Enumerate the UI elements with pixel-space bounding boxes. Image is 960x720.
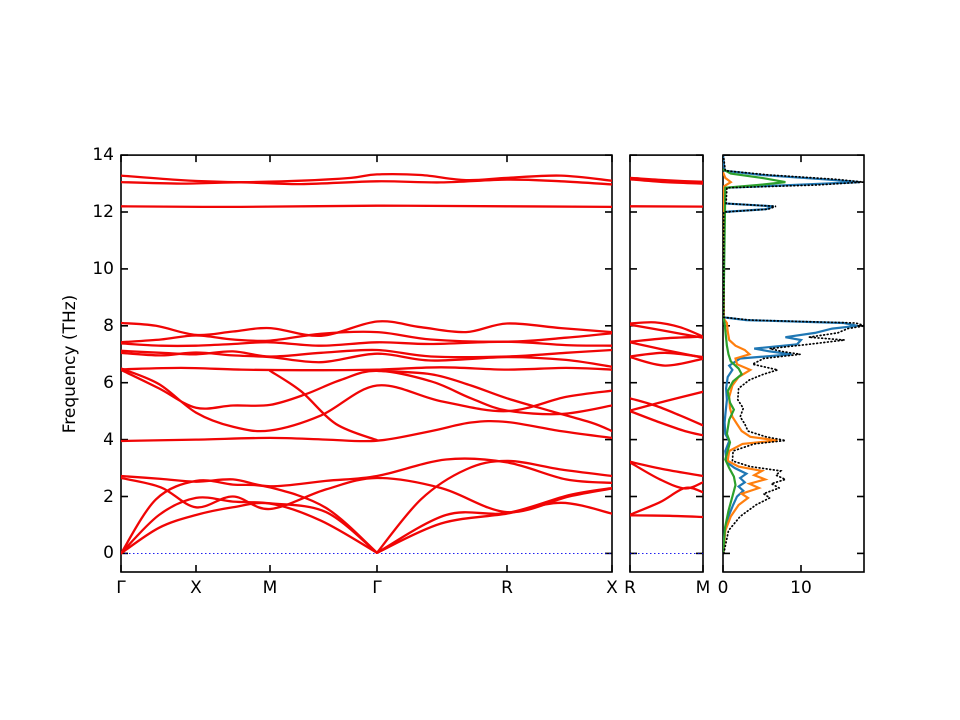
x-tick-label-x-1: X <box>190 578 202 598</box>
phonon-band <box>375 369 612 433</box>
phonon-band <box>630 390 703 412</box>
phonon-band <box>630 355 703 367</box>
phonon-band <box>121 204 612 209</box>
phonon-band <box>630 460 703 478</box>
phonon-band <box>121 479 379 555</box>
phonon-band <box>630 514 703 519</box>
y-tick-label-14: 14 <box>92 145 114 166</box>
phonon-band <box>375 486 612 554</box>
y-tick-label-8: 8 <box>103 315 114 336</box>
x-tick-label-gamma-2: Γ <box>372 578 382 598</box>
phonon-band <box>121 340 612 348</box>
x-tick-label-m-2: M <box>695 578 711 598</box>
phonon-band <box>121 348 612 359</box>
phonon-band <box>121 457 612 488</box>
phonon-band <box>121 419 612 443</box>
x-tick-label-dos-10: 10 <box>790 578 812 598</box>
phonon-band <box>630 461 703 490</box>
x-tick-label-r-2: R <box>624 578 636 598</box>
partial-dos-blue <box>723 155 860 554</box>
phonon-band <box>121 476 612 514</box>
partial-dos-orange <box>723 171 778 554</box>
y-tick-label-6: 6 <box>103 372 114 393</box>
x-tick-label-dos-0: 0 <box>717 578 729 598</box>
phonon-band <box>121 496 379 555</box>
phonon-bands-band-structure-main <box>121 173 612 555</box>
phonon-band <box>268 369 379 442</box>
phonon-band <box>121 320 612 337</box>
phonon-band <box>630 351 703 359</box>
phonon-band <box>630 335 703 343</box>
phonon-band <box>121 351 612 368</box>
phonon-band <box>121 366 612 372</box>
phonon-band <box>121 501 379 555</box>
phonon-band <box>121 330 612 344</box>
phonon-band <box>121 178 612 186</box>
total-dos-dotted <box>723 155 864 555</box>
phonon-band <box>630 409 703 437</box>
phonon-band <box>375 459 612 554</box>
y-tick-label-10: 10 <box>92 258 114 279</box>
phonon-band <box>121 367 612 433</box>
phonon-band <box>630 486 703 516</box>
y-tick-label-0: 0 <box>103 543 114 564</box>
phonon-band <box>630 397 703 427</box>
partial-dos-green <box>723 168 786 554</box>
dos-curves <box>723 155 864 555</box>
phonon-band <box>630 178 703 185</box>
x-tick-label-gamma-1: Γ <box>116 578 126 598</box>
panel-frame-2 <box>722 154 865 573</box>
y-tick-label-4: 4 <box>103 429 114 450</box>
phonon-band <box>630 176 703 183</box>
phonon-bands-band-structure-rm <box>630 176 703 519</box>
phonon-band <box>630 321 703 338</box>
y-tick-label-12: 12 <box>92 202 114 222</box>
x-tick-label-x-2: X <box>606 578 618 598</box>
panel-frame-0 <box>120 154 613 573</box>
x-tick-label-r-1: R <box>501 578 513 598</box>
y-tick-label-2: 2 <box>103 486 114 507</box>
x-tick-label-m-1: M <box>262 578 278 598</box>
